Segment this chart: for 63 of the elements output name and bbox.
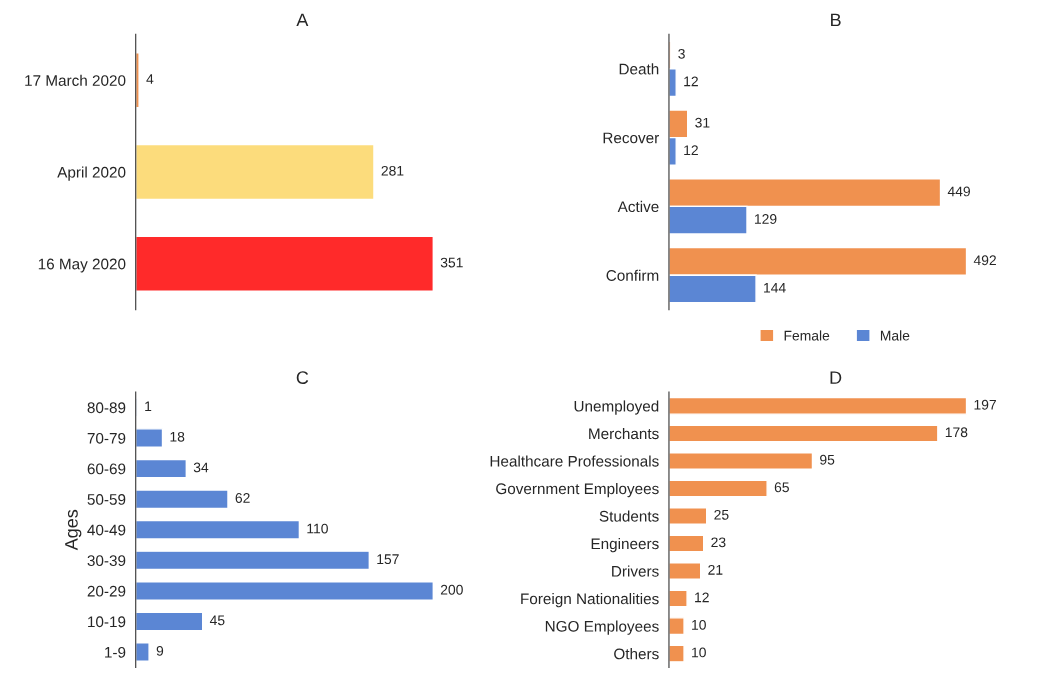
data-label: 10 [692,619,706,630]
y-axis-title: Ages [65,509,82,551]
y-tick-label: Merchants [589,427,659,440]
chart-title: D [830,371,842,384]
data-label: 351 [440,257,463,268]
data-label: 281 [381,165,404,176]
y-tick-label: 16 May 2020 [38,258,126,273]
data-label: 12 [684,145,698,155]
data-label: 31 [695,117,710,128]
data-label: 9 [156,645,164,656]
y-tick-label: Students [599,510,659,522]
y-tick-label: Death [619,63,659,75]
data-label: 10 [692,647,706,658]
y-tick-label: 40-49 [87,524,126,536]
y-tick-label: 10-19 [88,616,126,628]
data-label: 3 [678,48,685,59]
data-label: 449 [947,186,970,197]
data-label: 4 [146,74,154,84]
y-tick-label: 80-89 [87,402,126,414]
y-tick-label: Government Employees [496,482,659,498]
data-label: 25 [714,509,729,520]
data-label: 178 [945,427,968,438]
data-label: 34 [193,462,209,473]
data-label: 95 [820,454,835,465]
data-label: 492 [973,255,996,266]
y-tick-label: Engineers [591,537,659,553]
data-label: 144 [764,283,786,293]
data-label: 110 [307,523,328,534]
y-tick-label: 20-29 [87,585,126,597]
chart-title: B [831,13,841,27]
data-label: 1 [145,401,152,412]
y-tick-label: Others [614,648,659,660]
data-label: 200 [440,584,463,595]
chart-title: C [296,371,309,384]
y-tick-label: Unemployed [574,400,659,415]
y-tick-label: Healthcare Professionals [490,455,659,467]
data-label: 197 [974,399,996,410]
y-tick-label: 1-9 [105,646,126,658]
y-tick-label: April 2020 [57,166,126,181]
y-tick-label: Active [617,200,659,213]
legend-label: Male [880,330,910,341]
y-tick-label: Drivers [612,565,659,577]
data-label: 129 [754,214,777,224]
data-label: 65 [774,482,789,493]
legend-label: Female [784,330,830,341]
y-tick-label: 17 March 2020 [25,74,126,86]
y-tick-label: Foreign Nationalities [521,593,659,608]
y-tick-label: Confirm [606,269,659,281]
data-label: 12 [695,592,709,603]
y-tick-label: NGO Employees [545,620,659,635]
data-label: 157 [377,554,399,565]
chart-title: A [296,13,309,27]
data-label: 62 [235,493,250,503]
data-label: 18 [170,431,185,442]
y-tick-label: 30-39 [87,555,126,567]
y-tick-label: 50-59 [87,494,126,505]
data-label: 23 [711,537,726,548]
y-tick-label: 70-79 [87,432,126,444]
data-label: 12 [684,76,698,87]
y-tick-label: Recover [603,132,659,144]
data-label: 21 [708,564,723,575]
y-tick-label: 60-69 [87,463,126,475]
data-label: 45 [209,615,225,626]
